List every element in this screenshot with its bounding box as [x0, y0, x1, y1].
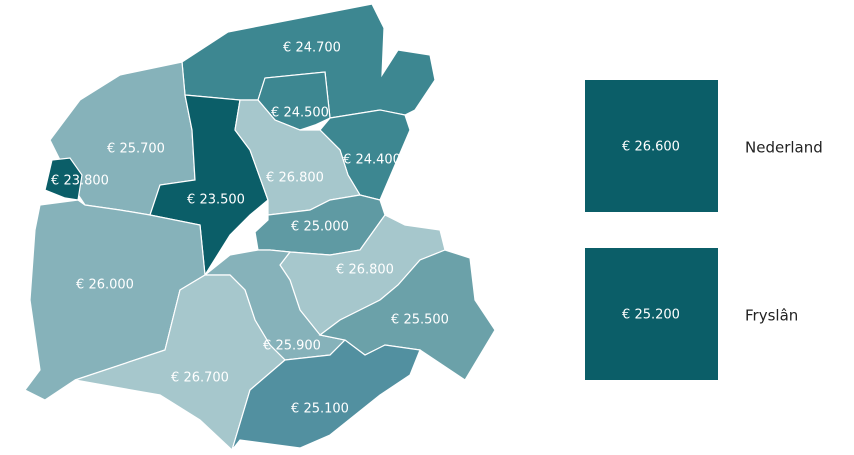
region-label: € 23.800: [51, 174, 109, 189]
legend-value: € 26.600: [622, 140, 680, 155]
region-label: € 26.000: [76, 278, 134, 293]
region-label: € 25.500: [391, 313, 449, 328]
region-label: € 25.700: [107, 142, 165, 157]
region-label: € 26.800: [336, 263, 394, 278]
region: [231, 339, 421, 451]
region-label: € 25.100: [291, 402, 349, 417]
region-label: € 25.000: [291, 220, 349, 235]
legend-box: [585, 248, 718, 380]
region-label: € 25.900: [263, 339, 321, 354]
legend-name: Fryslân: [745, 307, 798, 325]
region-label: € 26.700: [171, 371, 229, 386]
legend-name: Nederland: [745, 139, 823, 157]
region-label: € 24.700: [283, 41, 341, 56]
region-label: € 26.800: [266, 171, 324, 186]
region-label: € 24.500: [271, 106, 329, 121]
region-label: € 24.400: [343, 153, 401, 168]
region-label: € 23.500: [187, 193, 245, 208]
legend-value: € 25.200: [622, 308, 680, 323]
legend-box: [585, 80, 718, 212]
